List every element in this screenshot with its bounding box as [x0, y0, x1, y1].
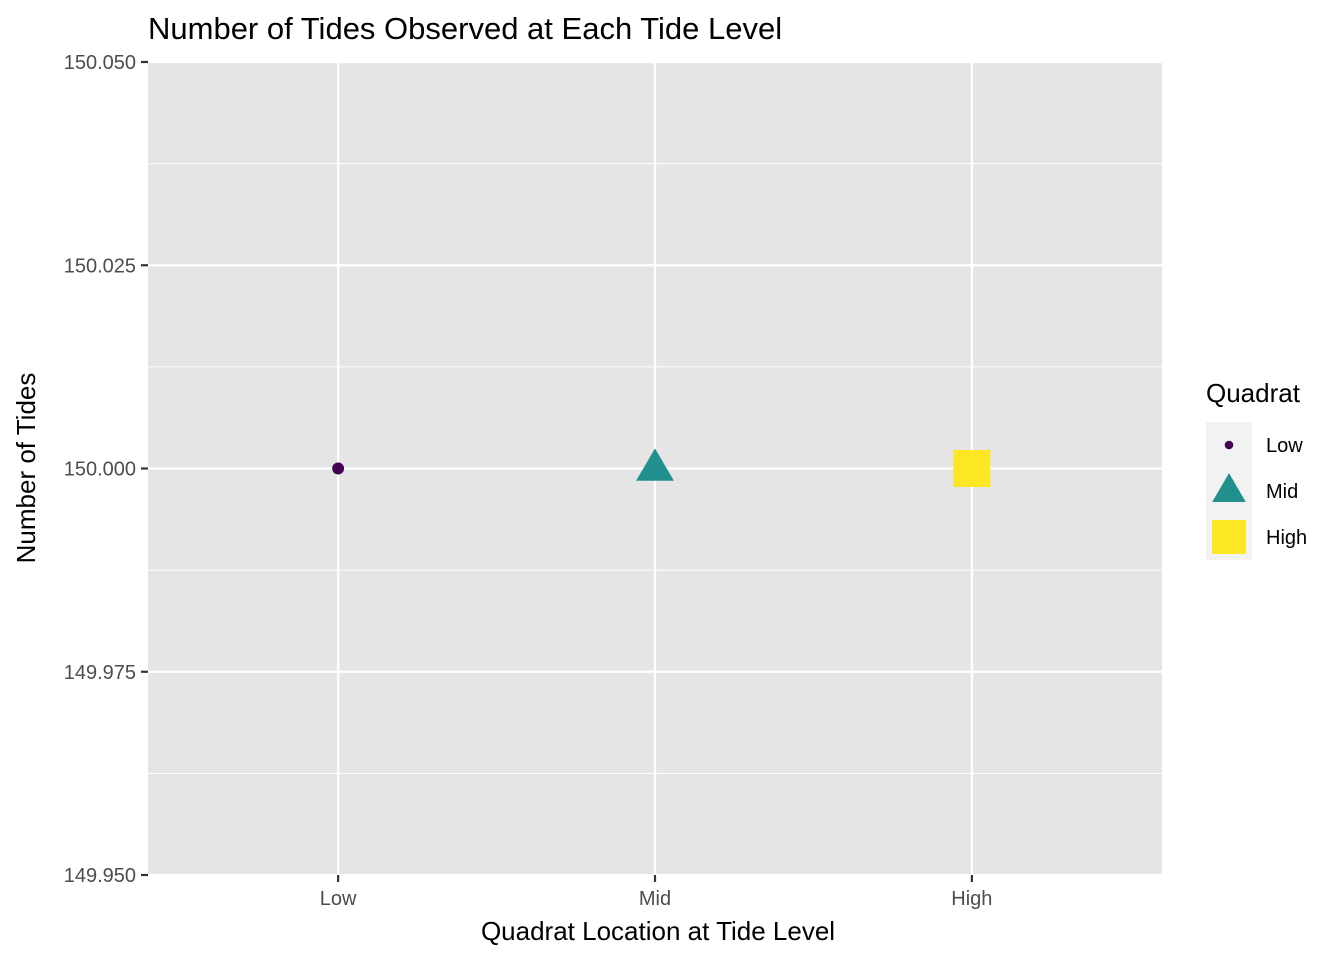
- legend-key-high: [1212, 520, 1246, 554]
- y-tick-label: 150.000: [64, 459, 136, 481]
- x-tick-label: Low: [320, 888, 357, 910]
- data-point-low: [332, 462, 345, 475]
- y-tick-label: 150.050: [64, 52, 136, 74]
- x-tick-label: Mid: [639, 888, 671, 910]
- legend-key-mid: [1212, 473, 1246, 502]
- data-point-mid: [636, 448, 674, 481]
- legend-label: Low: [1266, 435, 1303, 457]
- x-axis: Low Mid High: [320, 875, 992, 910]
- data-points: [332, 448, 991, 487]
- x-axis-title: Quadrat Location at Tide Level: [481, 916, 835, 946]
- legend-label: Mid: [1266, 481, 1298, 503]
- legend-key-low: [1224, 440, 1234, 450]
- legend: Quadrat Low Mid High: [1206, 378, 1307, 560]
- y-tick-label: 150.025: [64, 255, 136, 277]
- y-tick-label: 149.975: [64, 662, 136, 684]
- y-axis: 149.950 149.975 150.000 150.025 150.050: [64, 52, 148, 887]
- y-tick-label: 149.950: [64, 865, 136, 887]
- legend-label: High: [1266, 527, 1307, 549]
- legend-title: Quadrat: [1206, 378, 1301, 408]
- x-tick-label: High: [951, 888, 992, 910]
- legend-keys: Low Mid High: [1206, 422, 1307, 560]
- data-point-high: [953, 450, 991, 487]
- chart-title: Number of Tides Observed at Each Tide Le…: [148, 11, 782, 46]
- y-axis-title: Number of Tides: [11, 373, 41, 564]
